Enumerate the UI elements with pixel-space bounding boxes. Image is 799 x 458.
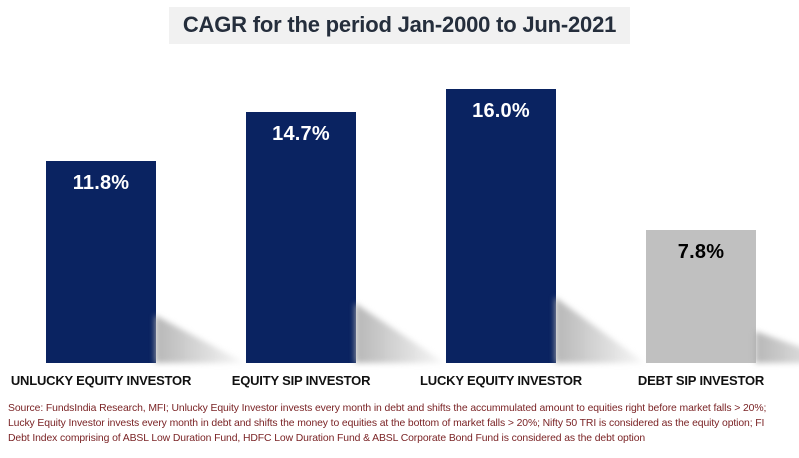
bar-value-label: 7.8% xyxy=(677,241,725,263)
category-label-unlucky-equity-investor: UNLUCKY EQUITY INVESTOR xyxy=(10,373,192,388)
title-wrap: CAGR for the period Jan-2000 to Jun-2021 xyxy=(0,7,799,44)
bar-debt-sip-investor[interactable]: 7.8% xyxy=(646,230,799,363)
category-label-equity-sip-investor: EQUITY SIP INVESTOR xyxy=(231,373,371,388)
bar-unlucky-equity-investor[interactable]: 11.8% xyxy=(46,161,245,363)
bar-value-label: 16.0% xyxy=(472,100,530,122)
footnote-line-1: Source: FundsIndia Research, MFI; Unluck… xyxy=(8,403,767,414)
bar-value-label: 14.7% xyxy=(272,123,330,145)
bar-lucky-equity-investor[interactable]: 16.0% xyxy=(446,89,645,363)
bar-shadow-shape xyxy=(154,315,245,363)
bar-shadow-shape xyxy=(754,331,799,363)
footnote-line-2: Lucky Equity Investor invests every mont… xyxy=(8,417,765,429)
chart-title: CAGR for the period Jan-2000 to Jun-2021 xyxy=(168,7,631,44)
source-footnote: Source: FundsIndia Research, MFI; Unluck… xyxy=(8,402,799,446)
bar-shadow xyxy=(154,315,245,363)
bar-shadow-shape xyxy=(354,303,445,363)
bar-shadow xyxy=(354,303,445,363)
bar-equity-sip-investor[interactable]: 14.7% xyxy=(246,112,445,363)
footnote-line-3: Debt Index comprising of ABSL Low Durati… xyxy=(8,432,646,444)
category-label-lucky-equity-investor: LUCKY EQUITY INVESTOR xyxy=(420,373,582,388)
bar-value-label: 11.8% xyxy=(72,172,130,194)
bar-shadow xyxy=(554,297,645,363)
bar-shadow xyxy=(754,331,799,363)
category-label-debt-sip-investor: DEBT SIP INVESTOR xyxy=(637,373,765,388)
bar-shadow-shape xyxy=(554,297,645,363)
